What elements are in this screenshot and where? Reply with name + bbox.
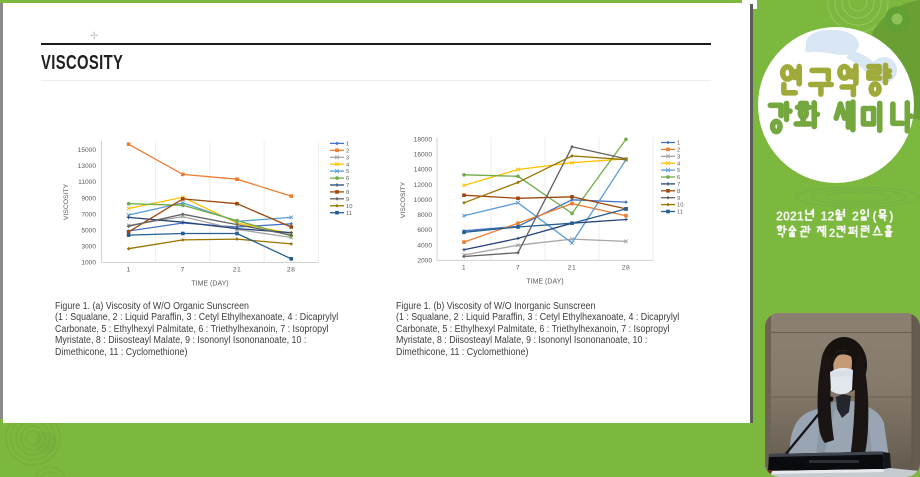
svg-text:2021: 2021 (776, 210, 804, 224)
svg-text:1: 1 (462, 265, 466, 272)
svg-text:VISCOSITY: VISCOSITY (400, 181, 407, 218)
svg-text:2000: 2000 (417, 258, 432, 265)
svg-text:1: 1 (346, 142, 349, 148)
svg-text:VISCOSITY: VISCOSITY (63, 183, 70, 220)
svg-text:8: 8 (346, 190, 349, 196)
svg-text:10000: 10000 (414, 197, 433, 204)
svg-text:4: 4 (677, 161, 681, 167)
svg-text:4: 4 (346, 162, 350, 168)
svg-text:2: 2 (852, 210, 859, 224)
svg-text:8: 8 (677, 189, 680, 195)
svg-text:21: 21 (233, 267, 242, 274)
svg-text:9: 9 (346, 197, 349, 203)
svg-text:10: 10 (677, 203, 683, 209)
svg-text:7: 7 (346, 183, 349, 189)
svg-text:7: 7 (181, 267, 185, 274)
svg-text:7000: 7000 (81, 211, 96, 218)
svg-text:11000: 11000 (78, 179, 96, 186)
svg-text:TIME (DAY): TIME (DAY) (526, 279, 563, 286)
svg-text:10: 10 (346, 204, 352, 210)
svg-text:9000: 9000 (81, 195, 96, 202)
svg-text:9: 9 (677, 196, 680, 202)
svg-text:11: 11 (346, 211, 352, 217)
svg-text:2: 2 (346, 148, 349, 154)
svg-text:13000: 13000 (78, 163, 97, 170)
svg-text:21: 21 (568, 265, 577, 272)
svg-text:8000: 8000 (417, 212, 432, 219)
svg-text:12000: 12000 (414, 182, 433, 189)
svg-text:28: 28 (287, 267, 296, 274)
svg-text:14000: 14000 (414, 167, 433, 174)
svg-text:TIME (DAY): TIME (DAY) (191, 281, 228, 288)
svg-text:(: ( (873, 210, 878, 224)
svg-text:6: 6 (677, 175, 680, 181)
svg-text:1000: 1000 (81, 260, 96, 267)
svg-text:15000: 15000 (78, 147, 97, 154)
svg-text:6000: 6000 (417, 227, 432, 234)
svg-text:18000: 18000 (414, 137, 433, 144)
svg-text:): ) (889, 210, 893, 224)
svg-text:16000: 16000 (414, 152, 433, 159)
svg-text:3000: 3000 (81, 244, 96, 251)
svg-text:5: 5 (677, 168, 680, 174)
svg-text:12: 12 (821, 210, 835, 224)
svg-text:1: 1 (126, 267, 130, 274)
svg-text:7: 7 (516, 265, 520, 272)
svg-text:6: 6 (346, 176, 349, 182)
svg-text:4000: 4000 (417, 242, 432, 249)
svg-text:3: 3 (346, 155, 349, 161)
svg-text:3: 3 (677, 154, 680, 160)
svg-text:5000: 5000 (81, 227, 96, 234)
svg-text:2: 2 (677, 148, 680, 154)
svg-text:11: 11 (677, 210, 683, 216)
svg-text:1: 1 (677, 141, 680, 147)
svg-text:7: 7 (677, 182, 680, 188)
svg-text:5: 5 (346, 169, 349, 175)
svg-text:2: 2 (829, 228, 835, 240)
svg-text:28: 28 (622, 265, 631, 272)
